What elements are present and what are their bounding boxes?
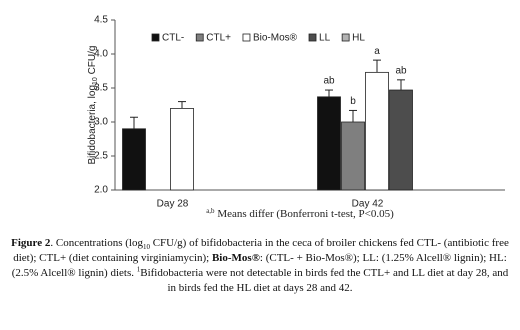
caption-run: 1 xyxy=(136,265,141,274)
error-bar xyxy=(349,109,357,122)
y-label-sub: 10 xyxy=(92,77,99,85)
caption-run: : (CTL- + Bio-Mos®); LL: (1.25% Alcell® … xyxy=(11,252,507,279)
legend-label: Bio-Mos® xyxy=(253,33,298,44)
y-tick-label: 2.0 xyxy=(94,185,108,196)
x-tick-label: Day 28 xyxy=(157,199,189,210)
error-bar xyxy=(130,116,138,129)
legend-swatch xyxy=(341,33,350,42)
y-tick-label: 4.5 xyxy=(94,15,108,26)
bar xyxy=(389,89,413,191)
error-bar xyxy=(397,79,405,91)
y-tick-label: 3.0 xyxy=(94,117,108,128)
y-label-suffix: CFU/g xyxy=(87,46,98,78)
error-bar xyxy=(373,59,381,73)
caption-run: Bifidobacteria were not detectable in bi… xyxy=(140,267,509,294)
caption: Figure 2. Concentrations (log10 CFU/g) o… xyxy=(10,236,510,296)
legend-swatch xyxy=(242,33,251,42)
error-bar xyxy=(178,101,186,109)
caption-run: Bio-Mos® xyxy=(211,252,260,264)
legend-label: CTL- xyxy=(162,33,184,44)
bar xyxy=(317,96,341,191)
footnote-sup: a,b xyxy=(206,207,215,215)
y-label-text: Bifidobacteria, log xyxy=(87,85,98,165)
legend-swatch xyxy=(308,33,317,42)
bar xyxy=(170,108,194,191)
error-bar xyxy=(325,89,333,97)
y-axis-label: Bifidobacteria, log10 CFU/g xyxy=(87,46,99,165)
y-tick-label: 3.5 xyxy=(94,83,108,94)
legend-label: LL xyxy=(319,33,331,44)
significance-letter: b xyxy=(350,96,356,107)
caption-run: 10 xyxy=(142,243,150,252)
legend-swatch xyxy=(151,33,160,42)
footnote-text: Means differ (Bonferroni t-test, P<0.05) xyxy=(215,208,395,220)
bar xyxy=(365,71,389,191)
bar xyxy=(341,121,365,191)
legend-label: HL xyxy=(352,33,365,44)
caption-run: CFU/g) of bifidobacteria in the ceca of … xyxy=(13,237,509,264)
y-tick-label: 2.5 xyxy=(94,151,108,162)
significance-letter: ab xyxy=(323,76,335,87)
significance-letter: ab xyxy=(395,65,407,76)
y-tick-label: 4.0 xyxy=(94,49,108,60)
bar xyxy=(122,128,146,191)
caption-run: . Concentrations (log xyxy=(50,237,143,249)
footnote: a,b Means differ (Bonferroni t-test, P<0… xyxy=(206,207,394,220)
x-tick-label: Day 42 xyxy=(352,199,384,210)
significance-letter: a xyxy=(374,46,380,57)
caption-run: Figure 2 xyxy=(11,237,51,249)
legend-swatch xyxy=(195,33,204,42)
chart: 2.0 2.5 3.0 3.5 4.0 4.5 Bifidobacteria, log10 … xyxy=(87,15,505,220)
legend-label: CTL+ xyxy=(206,33,231,44)
